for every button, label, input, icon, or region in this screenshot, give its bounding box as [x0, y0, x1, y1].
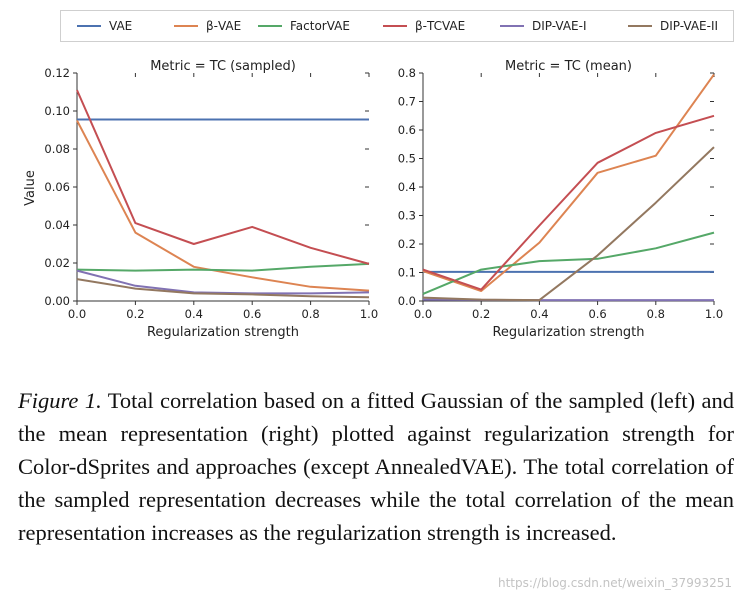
panel-tc-sampled: 0.0 0.2 0.4 0.6 0.8 1.0 0.00 0.02 0.04 0.06 0.08 0.…: [23, 59, 378, 340]
legend-item: β-TCVAE: [383, 11, 465, 41]
x-tick-label: 0.2: [472, 307, 490, 321]
y-tick-label: 0.2: [398, 237, 416, 251]
x-tick-label: 0.4: [530, 307, 548, 321]
x-axis-label: Regularization strength: [147, 325, 299, 340]
watermark: https://blog.csdn.net/weixin_37993251: [497, 576, 732, 590]
series-line: [76, 269, 370, 295]
y-tick-label: 0.1: [398, 266, 416, 280]
caption-label: Figure 1.: [18, 388, 102, 413]
series-line: [76, 120, 370, 292]
legend-label: VAE: [109, 19, 133, 33]
legend-swatch: [383, 25, 407, 27]
y-tick-label: 0.6: [398, 123, 416, 137]
y-tick-label: 0.3: [398, 209, 416, 223]
y-tick-label: 0.02: [44, 256, 70, 270]
series-line: [76, 89, 370, 265]
series-line: [422, 73, 715, 292]
legend-label: β-VAE: [206, 19, 242, 33]
x-tick-label: 1.0: [360, 307, 378, 321]
legend-item: FactorVAE: [258, 11, 350, 41]
legend-swatch: [628, 25, 652, 27]
y-tick-label: 0.0: [398, 294, 416, 308]
legend-item: DIP-VAE-II: [628, 11, 718, 41]
y-tick-label: 0.06: [44, 180, 70, 194]
caption-text: Total correlation based on a fitted Gaus…: [18, 388, 735, 545]
y-tick-label: 0.00: [44, 294, 70, 308]
x-tick-label: 0.8: [647, 307, 665, 321]
legend-label: β-TCVAE: [415, 19, 466, 33]
y-tick-label: 0.12: [44, 66, 70, 80]
x-axis-label: Regularization strength: [492, 325, 644, 340]
x-tick-label: 1.0: [705, 307, 723, 321]
legend-item: DIP-VAE-I: [500, 11, 586, 41]
x-tick-label: 0.4: [185, 307, 203, 321]
panel-tc-mean: 0.0 0.2 0.4 0.6 0.8 1.0 0.0 0.1 0.2 0.3 0.4 0.5 0.6 0…: [398, 59, 723, 340]
legend-swatch: [77, 25, 101, 27]
y-tick-label: 0.5: [398, 152, 416, 166]
legend-swatch: [258, 25, 282, 27]
x-tick-label: 0.0: [68, 307, 86, 321]
legend-swatch: [500, 25, 524, 27]
series-line: [422, 231, 715, 295]
y-tick-label: 0.08: [44, 142, 70, 156]
x-tick-label: 0.8: [301, 307, 319, 321]
x-tick-label: 0.6: [588, 307, 606, 321]
y-tick-label: 0.10: [44, 104, 70, 118]
legend-label: DIP-VAE-II: [660, 19, 719, 33]
legend-swatch: [174, 25, 198, 27]
series-line: [422, 114, 715, 291]
x-tick-label: 0.6: [243, 307, 261, 321]
legend-label: FactorVAE: [290, 19, 350, 33]
legend-item: β-VAE: [174, 11, 241, 41]
y-tick-label: 0.4: [398, 180, 416, 194]
y-tick-label: 0.7: [398, 95, 416, 109]
figure: 0.0 0.2 0.4 0.6 0.8 1.0 0.00 0.02 0.04 0.06 0.08 0.…: [23, 59, 723, 340]
figure-caption: Figure 1. Total correlation based on a f…: [18, 384, 734, 549]
series-line: [76, 262, 370, 272]
chart-title: Metric = TC (sampled): [150, 59, 296, 74]
legend-item: VAE: [77, 11, 132, 41]
y-axis-label: Value: [23, 170, 38, 206]
chart-title: Metric = TC (mean): [505, 59, 632, 74]
legend: VAE β-VAE FactorVAE β-TCVAE DIP-VAE-I DIP-VAE…: [60, 10, 734, 42]
x-tick-label: 0.2: [126, 307, 144, 321]
series-line: [422, 146, 715, 302]
y-tick-label: 0.04: [44, 218, 70, 232]
series-line: [76, 278, 370, 299]
y-tick-label: 0.8: [398, 66, 416, 80]
legend-label: DIP-VAE-I: [532, 19, 587, 33]
x-tick-label: 0.0: [414, 307, 432, 321]
